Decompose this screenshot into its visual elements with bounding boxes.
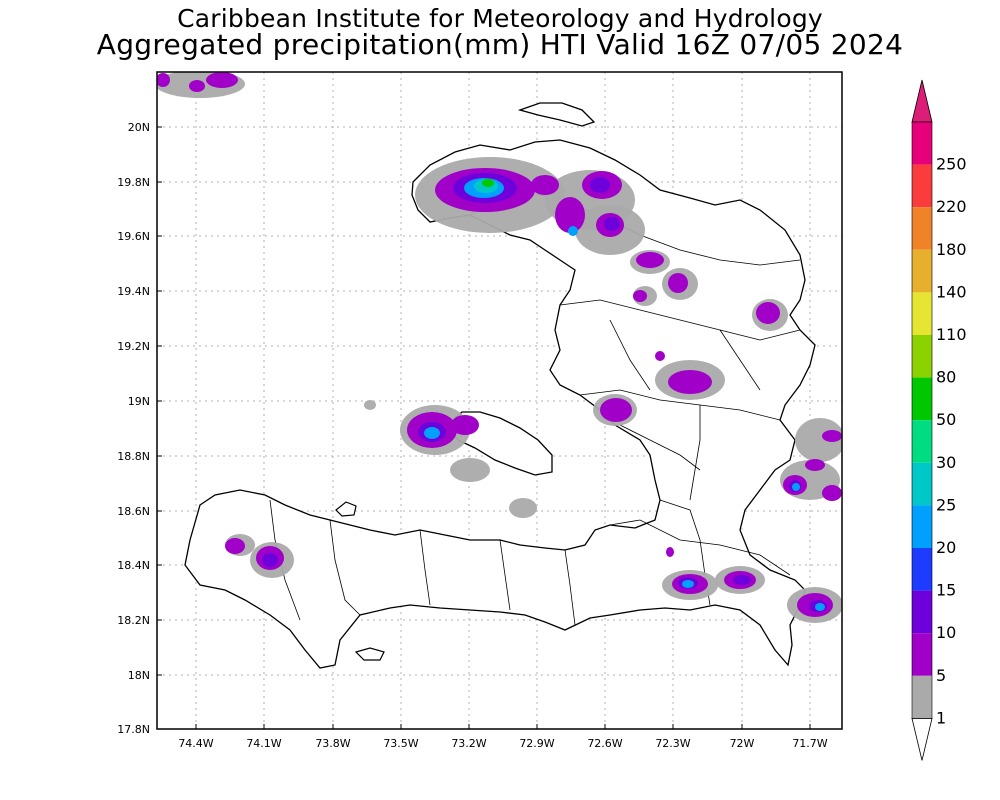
lon-tick-label: 74.4W bbox=[178, 737, 213, 750]
lat-tick-label: 19.6N bbox=[117, 230, 150, 243]
lon-tick-label: 72.3W bbox=[655, 737, 690, 750]
lat-tick-label: 19.8N bbox=[117, 176, 150, 189]
colorbar-segment bbox=[912, 377, 932, 421]
colorbar-label: 15 bbox=[936, 581, 956, 600]
lat-tick-label: 18N bbox=[128, 669, 150, 682]
colorbar-frame bbox=[911, 121, 933, 719]
colorbar-top-arrow bbox=[911, 79, 933, 123]
lat-tick-label: 18.8N bbox=[117, 450, 150, 463]
colorbar-segment bbox=[912, 207, 932, 250]
colorbar-segment bbox=[912, 335, 932, 378]
lon-tick-label: 72W bbox=[730, 737, 755, 750]
colorbar-label: 10 bbox=[936, 623, 956, 642]
colorbar-label: 140 bbox=[936, 282, 967, 301]
colorbar-segment bbox=[912, 505, 932, 548]
colorbar-segment bbox=[912, 420, 932, 463]
lon-tick-label: 73.8W bbox=[315, 737, 350, 750]
tick-marks bbox=[157, 126, 811, 730]
ile-a-vache-island bbox=[354, 647, 385, 661]
colorbar-label: 25 bbox=[936, 495, 956, 514]
lat-tick-label: 20N bbox=[128, 121, 150, 134]
lat-tick-label: 19.4N bbox=[117, 285, 150, 298]
colorbar-label: 110 bbox=[936, 325, 967, 344]
lat-tick-label: 18.2N bbox=[117, 614, 150, 627]
colorbar-label: 220 bbox=[936, 197, 967, 216]
chart-title-line2: Aggregated precipitation(mm) HTI Valid 1… bbox=[96, 28, 904, 61]
cayemites-island bbox=[335, 501, 357, 517]
colorbar-segment bbox=[912, 548, 932, 591]
colorbar-label: 5 bbox=[936, 666, 946, 685]
lon-tick-label: 71.7W bbox=[792, 737, 827, 750]
colorbar-segment bbox=[912, 249, 932, 293]
lon-tick-label: 72.6W bbox=[587, 737, 622, 750]
chart-title-line1: Caribbean Institute for Meteorology and … bbox=[177, 4, 823, 33]
lat-tick-label: 19.2N bbox=[117, 340, 150, 353]
lat-tick-label: 19N bbox=[128, 395, 150, 408]
colorbar-label: 50 bbox=[936, 410, 956, 429]
lat-tick-label: 17.8N bbox=[117, 723, 150, 736]
lat-tick-labels: 20N 19.8N 19.6N 19.4N 19.2N 19N 18.8N 18… bbox=[117, 121, 150, 736]
colorbar-segment bbox=[912, 462, 932, 506]
colorbar-label: 250 bbox=[936, 155, 967, 174]
colorbar-label: 20 bbox=[936, 538, 956, 557]
lat-tick-label: 18.4N bbox=[117, 559, 150, 572]
colorbar-label: 180 bbox=[936, 240, 967, 259]
lon-tick-label: 73.2W bbox=[451, 737, 486, 750]
tortuga-island-outline bbox=[517, 102, 596, 127]
lon-tick-label: 72.9W bbox=[519, 737, 554, 750]
colorbar-segment bbox=[912, 122, 932, 165]
colorbar-bottom-arrow bbox=[911, 718, 933, 761]
colorbar-label: 1 bbox=[936, 708, 946, 727]
colorbar-segment bbox=[912, 590, 932, 634]
precip-peak bbox=[474, 179, 498, 193]
lat-tick-label: 18.6N bbox=[117, 505, 150, 518]
lon-tick-label: 74.1W bbox=[246, 737, 281, 750]
lon-tick-labels: 74.4W 74.1W 73.8W 73.5W 73.2W 72.9W 72.6… bbox=[178, 737, 827, 750]
colorbar-label: 80 bbox=[936, 368, 956, 387]
colorbar-segment bbox=[912, 675, 932, 719]
colorbar-segment bbox=[912, 292, 932, 335]
lon-tick-label: 73.5W bbox=[383, 737, 418, 750]
colorbar-label: 30 bbox=[936, 453, 956, 472]
colorbar-segment bbox=[912, 633, 932, 676]
colorbar-segment bbox=[912, 164, 932, 208]
